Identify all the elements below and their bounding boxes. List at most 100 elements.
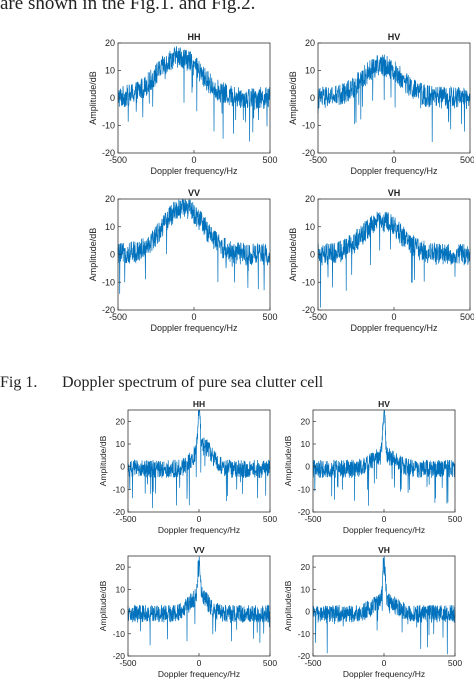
x-tick-label: 0: [197, 514, 202, 524]
x-axis-label: Doppler frequency/Hz: [150, 323, 238, 333]
y-tick-label: -20: [113, 507, 126, 517]
y-tick-label: 20: [105, 38, 115, 48]
y-tick-label: -10: [102, 277, 115, 287]
y-tick-label: 20: [105, 194, 115, 204]
y-tick-label: -20: [102, 305, 115, 315]
y-tick-label: -10: [298, 629, 311, 639]
y-axis-label: Amplitude/dB: [288, 228, 298, 282]
y-tick-label: 0: [305, 607, 310, 617]
x-tick-label: 500: [263, 658, 277, 668]
y-tick-label: -20: [298, 651, 311, 661]
y-tick-label: 0: [305, 462, 310, 472]
y-tick-label: -10: [302, 121, 315, 131]
chart-panel-hv-fig2: HV 20 10 0 -10 -20-500 0 500 Doppler frequency/H…: [283, 399, 462, 535]
panel-title: HV: [378, 399, 390, 409]
y-tick-label: -10: [113, 629, 126, 639]
y-tick-label: 10: [116, 584, 126, 594]
x-tick-label: 0: [191, 312, 196, 322]
y-tick-label: 20: [305, 194, 315, 204]
panel-title: VV: [193, 545, 205, 555]
chart-panel-vh-fig2: VH 20 10 0 -10 -20-500 0 500 Doppler frequency/H…: [283, 545, 462, 679]
y-axis-label: Amplitude/dB: [283, 580, 293, 631]
x-tick-label: -500: [304, 514, 321, 524]
x-tick-label: 0: [382, 658, 387, 668]
y-tick-label: 20: [301, 562, 311, 572]
y-tick-label: -20: [302, 305, 315, 315]
spectrum-trace: [127, 410, 271, 509]
y-tick-label: 10: [301, 439, 311, 449]
plot-frame: [127, 409, 271, 513]
y-tick-label: 0: [110, 93, 115, 103]
y-axis-label: Amplitude/dB: [88, 228, 98, 282]
panel-title: HH: [193, 399, 205, 409]
panel-title: VH: [378, 545, 390, 555]
y-axis-label: Amplitude/dB: [283, 435, 293, 486]
chart-panel-hh-fig2: HH 20 10 0 -10 -20-500 0 500 Doppler frequency/H…: [98, 399, 277, 535]
y-tick-label: 20: [116, 562, 126, 572]
x-tick-label: 0: [197, 658, 202, 668]
figure1-caption-text: Doppler spectrum of pure sea clutter cel…: [62, 374, 324, 391]
spectrum-trace: [127, 556, 271, 646]
y-tick-label: 10: [105, 222, 115, 232]
x-axis-label: Doppler frequency/Hz: [343, 525, 425, 535]
chart-panel-hh-fig1: HH 20 10 0 -10 -20-500 0 500 Doppler frequency/H…: [88, 32, 278, 176]
panel-title: VH: [388, 188, 401, 198]
y-tick-label: 0: [120, 462, 125, 472]
x-axis-label: Doppler frequency/Hz: [158, 669, 240, 679]
x-tick-label: -500: [119, 514, 136, 524]
intro-sentence: are shown in the Fig.1. and Fig.2.: [0, 0, 256, 14]
y-axis-label: Amplitude/dB: [88, 71, 98, 125]
panel-title: HH: [188, 32, 201, 42]
y-axis-label: Amplitude/dB: [98, 580, 108, 631]
x-tick-label: 0: [391, 312, 396, 322]
x-tick-label: -500: [309, 312, 327, 322]
y-tick-label: 10: [105, 66, 115, 76]
x-tick-label: 500: [448, 514, 462, 524]
x-tick-label: -500: [109, 312, 127, 322]
y-tick-label: 10: [116, 439, 126, 449]
x-tick-label: 500: [448, 658, 462, 668]
panel-title: VV: [188, 188, 200, 198]
x-tick-label: -500: [119, 658, 136, 668]
y-tick-label: 0: [310, 93, 315, 103]
y-tick-label: 0: [110, 250, 115, 260]
y-tick-label: -10: [102, 121, 115, 131]
y-tick-label: -10: [113, 484, 126, 494]
y-axis-label: Amplitude/dB: [288, 71, 298, 125]
y-tick-label: 20: [116, 416, 126, 426]
y-tick-label: 0: [120, 607, 125, 617]
x-axis-label: Doppler frequency/Hz: [350, 323, 438, 333]
y-tick-label: -20: [113, 651, 126, 661]
spectrum-trace: [317, 54, 471, 143]
x-tick-label: 500: [262, 155, 277, 165]
spectrum-trace: [117, 46, 271, 142]
x-tick-label: 0: [391, 155, 396, 165]
x-tick-label: -500: [109, 155, 127, 165]
y-tick-label: 20: [301, 416, 311, 426]
figure1-caption-number: Fig 1.: [0, 374, 38, 391]
x-tick-label: 0: [191, 155, 196, 165]
x-axis-label: Doppler frequency/Hz: [343, 669, 425, 679]
chart-panel-vv-fig2: VV 20 10 0 -10 -20-500 0 500 Doppler frequency/H…: [98, 545, 277, 679]
x-tick-label: 500: [263, 514, 277, 524]
x-axis-label: Doppler frequency/Hz: [150, 166, 238, 176]
figure1-caption: Fig 1. Doppler spectrum of pure sea clutt…: [0, 374, 323, 392]
x-axis-label: Doppler frequency/Hz: [158, 525, 240, 535]
y-tick-label: -10: [302, 277, 315, 287]
y-tick-label: 20: [305, 38, 315, 48]
x-axis-label: Doppler frequency/Hz: [350, 166, 438, 176]
y-tick-label: 10: [305, 66, 315, 76]
x-tick-label: -500: [309, 155, 327, 165]
y-tick-label: 10: [305, 222, 315, 232]
spectrum-trace: [312, 410, 456, 506]
y-tick-label: -20: [302, 148, 315, 158]
y-tick-label: -20: [102, 148, 115, 158]
y-tick-label: 10: [301, 584, 311, 594]
x-tick-label: -500: [304, 658, 321, 668]
chart-panel-vv-fig1: VV 20 10 0 -10 -20-500 0 500 Doppler frequency/H…: [88, 188, 278, 333]
